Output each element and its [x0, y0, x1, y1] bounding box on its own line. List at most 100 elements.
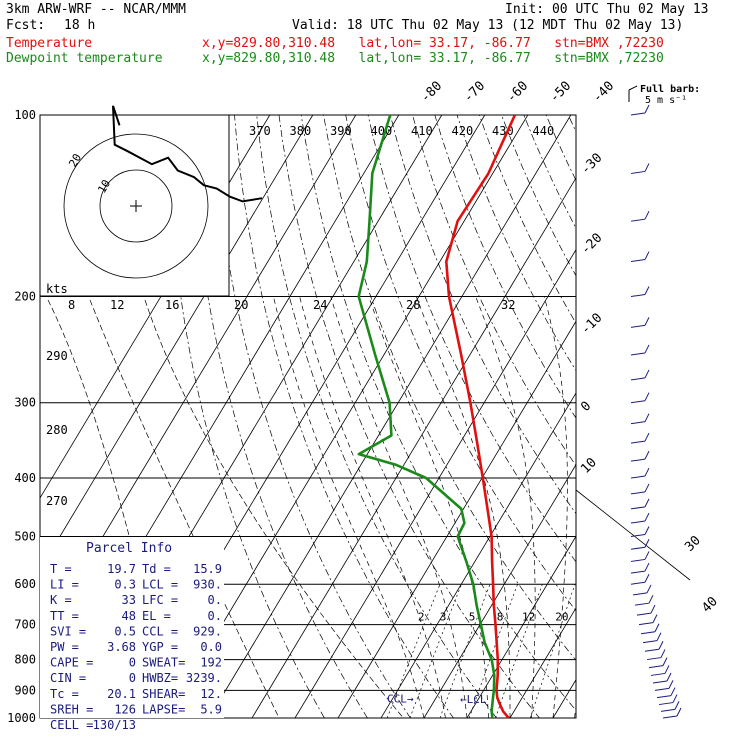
hodograph-ring-label: 20: [66, 152, 84, 170]
theta-label: 370: [249, 124, 271, 138]
parcel-key: TT =: [50, 609, 79, 623]
wind-barb: [648, 594, 654, 604]
wind-barb: [646, 584, 652, 594]
wind-barb: [658, 702, 674, 706]
wind-barb: [630, 570, 646, 574]
hodograph-axis-label: 24: [313, 298, 327, 312]
wind-barb: [670, 687, 676, 696]
wind-barb: [662, 715, 678, 719]
plot-frame: [39, 114, 577, 719]
isotherm-label: -80: [418, 79, 445, 106]
pressure-label: 800: [14, 653, 36, 667]
dry-adiabat: [367, 115, 576, 563]
parcel-key: LI =: [50, 578, 79, 592]
wind-barb: [630, 558, 646, 562]
forecast-label: Fcst:: [6, 18, 46, 33]
parcel-value: 0.3: [114, 578, 136, 592]
parcel-value: 130/13: [93, 718, 136, 732]
theta-label: 270: [46, 494, 68, 508]
dry-adiabat: [412, 115, 576, 467]
pressure-label: 1000: [7, 711, 36, 725]
isotherm-line: [466, 535, 576, 718]
theta-label: 280: [46, 423, 68, 437]
parcel-value: 192: [200, 656, 222, 670]
wind-barb: [630, 400, 646, 404]
dry-adiabat: [278, 115, 540, 718]
parcel-value: 12.: [200, 687, 222, 701]
parcel-title: Parcel Info: [86, 541, 172, 556]
dry-adiabat: [389, 115, 576, 515]
wind-barb: [644, 498, 650, 508]
wind-barb: [676, 707, 682, 717]
isotherm-line: [423, 463, 576, 718]
wind-barb: [630, 546, 646, 550]
wind-barb: [644, 210, 650, 220]
ccl-marker: CCL→: [387, 693, 414, 706]
wind-barb: [644, 163, 650, 172]
wind-barb: [630, 491, 646, 495]
parcel-value: 0.5: [114, 624, 136, 638]
pressure-label: 700: [14, 618, 36, 632]
wind-barb: [630, 112, 646, 116]
mixing-ratio-label: 5: [469, 611, 476, 624]
wind-barb: [648, 665, 664, 669]
parcel-value: 0.0: [200, 640, 222, 654]
mixing-ratio-label: 2: [418, 611, 425, 624]
wind-barb: [644, 369, 650, 379]
hodograph-ring: [99, 169, 173, 243]
parcel-value: 930.: [193, 578, 222, 592]
wind-barb: [642, 640, 658, 644]
forecast-hour: 18 h: [64, 18, 96, 33]
wind-barb: [668, 680, 674, 689]
model-title: 3km ARW-WRF -- NCAR/MMM: [6, 2, 187, 17]
isotherm-line: [294, 248, 576, 718]
parcel-value: 3.68: [107, 640, 136, 654]
isotherm-label: -30: [578, 151, 605, 178]
wind-barb: [644, 104, 650, 114]
moist-adiabat: [475, 296, 536, 718]
wind-barb: [644, 286, 650, 295]
moist-adiabat: [415, 296, 511, 718]
parcel-value: 0: [129, 656, 136, 670]
dry-adiabat: [323, 115, 576, 661]
isotherm-line: [639, 115, 740, 718]
parcel-value: 0.: [208, 593, 222, 607]
hodograph-axis-label: 8: [68, 298, 75, 312]
wind-barb: [652, 614, 658, 623]
wind-barb: [630, 475, 646, 479]
moist-adiabat: [368, 296, 489, 718]
isotherm-label: -20: [578, 231, 605, 258]
isotherm-line: [509, 607, 576, 718]
wind-barb: [630, 506, 646, 510]
parcel-value: 3239.: [186, 671, 222, 685]
dry-adiabat: [211, 115, 411, 718]
theta-label: 390: [330, 124, 352, 138]
theta-label: 380: [290, 124, 312, 138]
wind-barb: [636, 612, 652, 616]
moist-adiabat: [330, 296, 468, 718]
pressure-label: 900: [14, 683, 36, 697]
parcel-key: Tc =: [50, 687, 79, 701]
parcel-value: 929.: [193, 624, 222, 638]
wind-barb: [674, 701, 680, 710]
barb-legend-flag: [628, 85, 638, 91]
dewpoint-location: x,y=829.80,310.48 lat,lon= 33.17, -86.77…: [202, 51, 664, 66]
parcel-key: CIN =: [50, 671, 86, 685]
valid-time: Valid: 18 UTC Thu 02 May 13 (12 MDT Thu …: [292, 18, 684, 33]
mixing-ratio-line: [495, 584, 543, 718]
hodograph-axis-label: 28: [406, 298, 420, 312]
mixing-ratio-label: 3: [440, 611, 447, 624]
wind-barb: [672, 694, 678, 703]
lcl-marker: ←LCL: [460, 693, 487, 706]
wind-barb: [630, 352, 646, 356]
isotherm-label: -50: [547, 79, 574, 106]
isotherm-line: [165, 115, 529, 718]
isotherm-label: 40: [699, 594, 721, 616]
theta-label: 290: [46, 349, 68, 363]
hodograph-guide: [89, 299, 280, 718]
pressure-label: 100: [14, 108, 36, 122]
wind-barb: [644, 539, 650, 548]
parcel-key: SWEAT=: [142, 656, 185, 670]
wind-barb: [650, 672, 666, 676]
